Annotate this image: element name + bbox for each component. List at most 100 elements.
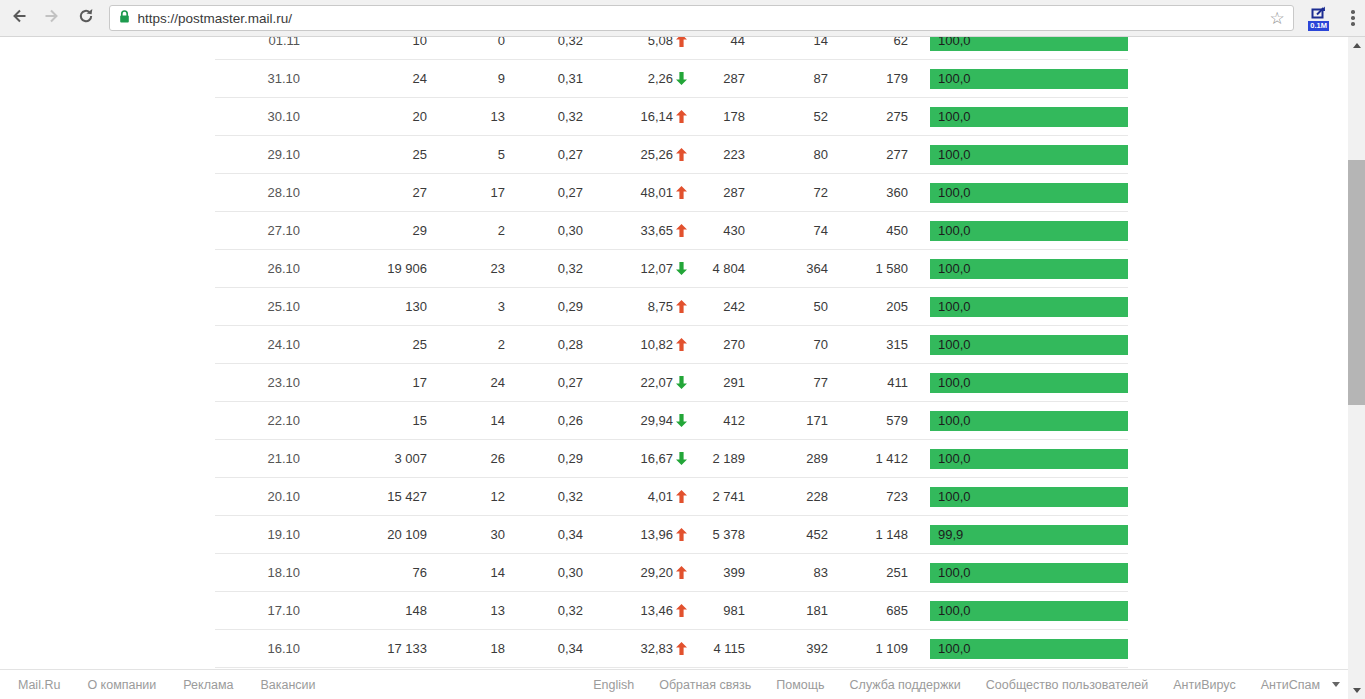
- footer: Mail.Ru О компании Реклама Вакансии English…: [0, 669, 1348, 699]
- reload-button[interactable]: [71, 3, 101, 33]
- trend-up-icon: [676, 110, 687, 123]
- percent-bar: 99,9: [930, 525, 1128, 545]
- percent-bar-cell: 100,0: [908, 145, 1128, 165]
- trend-value: 8,75: [648, 299, 673, 314]
- percent-bar-fill: 100,0: [930, 563, 1128, 583]
- footer-link[interactable]: АнтиСпам: [1261, 678, 1320, 692]
- value-cell: 251: [828, 565, 908, 580]
- footer-links-left: Mail.Ru О компании Реклама Вакансии: [18, 678, 316, 692]
- table-row: 24.10 25 2 0,28 10,82 270 70 315 100,0: [215, 326, 1128, 364]
- trend-value: 29,94: [640, 413, 673, 428]
- trend-up-icon: [676, 604, 687, 617]
- value-cell: 1 412: [828, 451, 908, 466]
- footer-link[interactable]: Помощь: [776, 678, 824, 692]
- percent-bar: 100,0: [930, 183, 1128, 203]
- percent-bar: 100,0: [930, 601, 1128, 621]
- date-cell: 29.10: [215, 147, 300, 162]
- value-cell: 277: [828, 147, 908, 162]
- date-cell: 01.11: [215, 37, 300, 48]
- value-cell: 0,32: [505, 109, 583, 124]
- trend-cell: 29,20: [583, 565, 687, 580]
- trend-value: 12,07: [640, 261, 673, 276]
- value-cell: 0,27: [505, 375, 583, 390]
- date-cell: 16.10: [215, 641, 300, 656]
- table-row: 19.10 20 109 30 0,34 13,96 5 378 452 1 1…: [215, 516, 1128, 554]
- scroll-down-icon: [1353, 688, 1361, 693]
- menu-dot: [1351, 10, 1355, 14]
- percent-bar: 100,0: [930, 411, 1128, 431]
- value-cell: 287: [687, 71, 745, 86]
- scroll-up-button[interactable]: [1348, 37, 1365, 54]
- value-cell: 430: [687, 223, 745, 238]
- value-cell: 76: [300, 565, 427, 580]
- percent-bar: 100,0: [930, 145, 1128, 165]
- percent-bar: 100,0: [930, 37, 1128, 51]
- date-cell: 19.10: [215, 527, 300, 542]
- value-cell: 74: [745, 223, 828, 238]
- percent-bar-cell: 100,0: [908, 487, 1128, 507]
- date-cell: 21.10: [215, 451, 300, 466]
- percent-bar-cell: 100,0: [908, 221, 1128, 241]
- url-input[interactable]: https://postmaster.mail.ru/: [138, 11, 1270, 26]
- value-cell: 723: [828, 489, 908, 504]
- footer-link[interactable]: Обратная связь: [659, 678, 751, 692]
- percent-bar-fill: 100,0: [930, 449, 1128, 469]
- footer-link[interactable]: Mail.Ru: [18, 678, 60, 692]
- bookmark-star-icon[interactable]: ☆: [1270, 10, 1285, 27]
- table-row: 21.10 3 007 26 0,29 16,67 2 189 289 1 41…: [215, 440, 1128, 478]
- value-cell: 223: [687, 147, 745, 162]
- table-row: 28.10 27 17 0,27 48,01 287 72 360 100,0: [215, 174, 1128, 212]
- percent-bar-fill: 100,0: [930, 297, 1128, 317]
- footer-link[interactable]: Служба поддержки: [850, 678, 961, 692]
- menu-dot: [1351, 22, 1355, 26]
- page-content: 01.11 10 0 0,32 5,08 44 14 62 100,0 31.1…: [0, 37, 1348, 669]
- value-cell: 981: [687, 603, 745, 618]
- value-cell: 13: [427, 109, 505, 124]
- value-cell: 15: [300, 413, 427, 428]
- footer-link[interactable]: Вакансии: [260, 678, 315, 692]
- table-row: 30.10 20 13 0,32 16,14 178 52 275 100,0: [215, 98, 1128, 136]
- trend-cell: 48,01: [583, 185, 687, 200]
- date-cell: 18.10: [215, 565, 300, 580]
- browser-toolbar: https://postmaster.mail.ru/ ☆ 0.1M: [0, 0, 1365, 37]
- trend-cell: 32,83: [583, 641, 687, 656]
- vertical-scrollbar[interactable]: [1348, 37, 1365, 699]
- trend-cell: 8,75: [583, 299, 687, 314]
- table-row: 20.10 15 427 12 0,32 4,01 2 741 228 723 …: [215, 478, 1128, 516]
- value-cell: 24: [427, 375, 505, 390]
- value-cell: 2 741: [687, 489, 745, 504]
- browser-menu-button[interactable]: [1341, 6, 1365, 30]
- percent-bar-cell: 100,0: [908, 449, 1128, 469]
- footer-link[interactable]: АнтиВирус: [1173, 678, 1235, 692]
- value-cell: 87: [745, 71, 828, 86]
- trend-value: 2,26: [648, 71, 673, 86]
- percent-bar-fill: 100,0: [930, 601, 1128, 621]
- value-cell: 17: [300, 375, 427, 390]
- trend-up-icon: [676, 642, 687, 655]
- trend-down-icon: [676, 72, 687, 85]
- percent-bar: 100,0: [930, 563, 1128, 583]
- table-row: 29.10 25 5 0,27 25,26 223 80 277 100,0: [215, 136, 1128, 174]
- address-bar[interactable]: https://postmaster.mail.ru/ ☆: [109, 5, 1294, 31]
- value-cell: 5: [427, 147, 505, 162]
- footer-link[interactable]: Реклама: [183, 678, 233, 692]
- table-row: 27.10 29 2 0,30 33,65 430 74 450 100,0: [215, 212, 1128, 250]
- value-cell: 0,34: [505, 641, 583, 656]
- value-cell: 289: [745, 451, 828, 466]
- value-cell: 29: [300, 223, 427, 238]
- value-cell: 4 804: [687, 261, 745, 276]
- scroll-up-icon: [1353, 43, 1361, 48]
- extension-button[interactable]: 0.1M: [1306, 5, 1332, 31]
- footer-link[interactable]: О компании: [87, 678, 156, 692]
- value-cell: 0,34: [505, 527, 583, 542]
- value-cell: 0,29: [505, 451, 583, 466]
- footer-link[interactable]: English: [593, 678, 634, 692]
- trend-cell: 12,07: [583, 261, 687, 276]
- footer-more-button[interactable]: [1332, 682, 1340, 687]
- forward-button[interactable]: [38, 3, 68, 33]
- footer-link[interactable]: Сообщество пользователей: [986, 678, 1148, 692]
- back-button[interactable]: [4, 3, 34, 33]
- scrollbar-thumb[interactable]: [1348, 160, 1365, 405]
- scroll-down-button[interactable]: [1348, 682, 1365, 699]
- value-cell: 0,27: [505, 185, 583, 200]
